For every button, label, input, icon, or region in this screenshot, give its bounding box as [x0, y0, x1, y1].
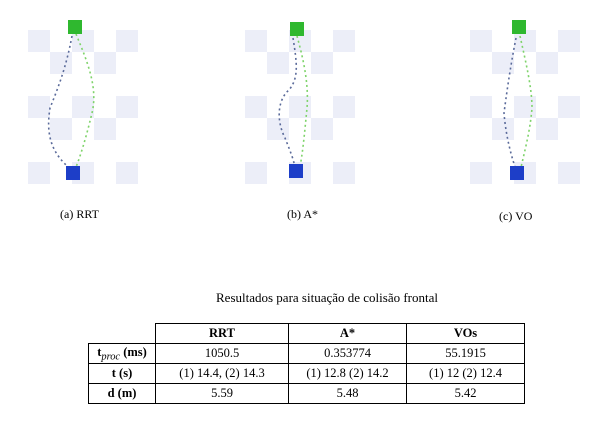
table-row: d (m) 5.59 5.48 5.42	[88, 383, 525, 404]
table-row: tproc (ms) 1050.5 0.353774 55.1915	[88, 343, 525, 364]
cell-t-astar: (1) 12.8 (2) 14.2	[288, 363, 407, 384]
checker-background	[245, 30, 355, 184]
path-green	[519, 35, 533, 173]
row-label-d: d (m)	[88, 383, 156, 404]
caption-vo: (c) VO	[499, 209, 533, 223]
figure-rrt	[28, 8, 148, 198]
row-label-sub: proc	[101, 351, 121, 363]
robot-green-start	[68, 20, 82, 34]
path-blue	[503, 37, 517, 171]
path-green	[73, 33, 95, 173]
path-green	[296, 35, 309, 173]
figure-astar	[245, 8, 365, 198]
row-label-rest: (m)	[114, 386, 137, 400]
caption-astar: (b) A*	[287, 207, 318, 221]
results-table: RRT A* VOs tproc (ms) 1050.5 0.353774 55…	[88, 323, 525, 404]
rrt-trajectory-plot	[28, 20, 138, 184]
cell-d-vos: 5.42	[406, 383, 525, 404]
row-label-main: t	[97, 344, 102, 359]
robot-green-start	[290, 22, 304, 36]
robot-blue-start	[289, 164, 303, 178]
cell-d-astar: 5.48	[288, 383, 407, 404]
table-corner-cell	[88, 323, 156, 344]
robot-green-start	[512, 20, 526, 34]
cell-tproc-rrt: 1050.5	[155, 343, 289, 364]
row-label-main: t	[111, 366, 116, 380]
cell-tproc-vos: 55.1915	[406, 343, 525, 364]
row-label-main: d	[107, 386, 115, 400]
figure-vo	[470, 8, 590, 198]
cell-t-rrt: (1) 14.4, (2) 14.3	[155, 363, 289, 384]
checker-background	[470, 30, 580, 184]
caption-rrt: (a) RRT	[60, 207, 99, 221]
table-row: t (s) (1) 14.4, (2) 14.3 (1) 12.8 (2) 14…	[88, 363, 525, 384]
astar-trajectory-plot	[245, 22, 355, 184]
path-blue	[278, 37, 298, 171]
robot-blue-start	[510, 166, 524, 180]
row-label-t: t (s)	[88, 363, 156, 384]
row-label-rest: (s)	[115, 366, 133, 380]
vo-trajectory-plot	[470, 20, 580, 184]
checker-background	[28, 30, 138, 184]
table-header-row: RRT A* VOs	[88, 323, 525, 344]
row-label-rest: (ms)	[120, 344, 147, 359]
col-header-rrt: RRT	[155, 323, 289, 344]
col-header-astar: A*	[288, 323, 407, 344]
cell-t-vos: (1) 12 (2) 12.4	[406, 363, 525, 384]
cell-tproc-astar: 0.353774	[288, 343, 407, 364]
path-blue	[47, 35, 73, 171]
robot-blue-start	[66, 166, 80, 180]
table-title: Resultados para situação de colisão fron…	[216, 290, 439, 305]
cell-d-rrt: 5.59	[155, 383, 289, 404]
row-label-tproc: tproc (ms)	[88, 343, 156, 364]
col-header-vos: VOs	[406, 323, 525, 344]
